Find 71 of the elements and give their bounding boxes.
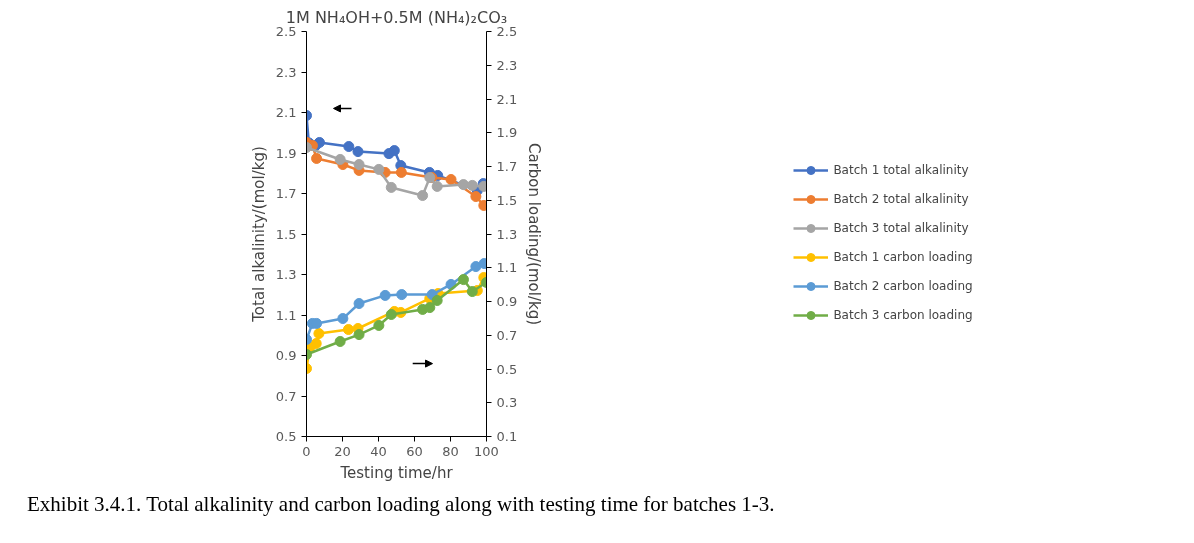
y-tick-label: 0.9 <box>275 348 297 363</box>
point <box>313 328 325 340</box>
y2-tick-label: 1.9 <box>496 125 518 141</box>
legend-label: Batch 2 carbon loading <box>833 279 973 293</box>
y2-tick-label: 1.1 <box>496 260 518 276</box>
y2-axis-title: Carbon loading/(mol/kg) <box>525 142 544 326</box>
y2-tick-label: 1.3 <box>496 226 518 242</box>
point <box>396 289 408 301</box>
y2-tick-label: 1.5 <box>496 192 518 208</box>
legend-label: Batch 3 carbon loading <box>833 308 973 322</box>
legend-label: Batch 2 total alkalinity <box>833 192 969 206</box>
point <box>395 166 407 178</box>
y-tick-label: 2.1 <box>275 105 297 120</box>
x-tick-label: 100 <box>474 443 499 459</box>
y2-tick-label: 0.3 <box>496 395 518 411</box>
legend-label: Batch 3 total alkalinity <box>833 221 969 235</box>
x-tick-label: 20 <box>334 443 351 459</box>
point <box>343 141 355 153</box>
point <box>470 261 482 273</box>
point <box>431 295 443 306</box>
point <box>373 163 385 175</box>
point <box>417 190 429 202</box>
text: Exhibit 3.4.1. Total alkalinity and carbon loading along with testing time for batches 1-3. <box>27 491 775 518</box>
point <box>424 302 436 314</box>
y-tick-label: 2.3 <box>275 64 297 80</box>
point <box>445 174 457 186</box>
point <box>373 319 385 331</box>
point <box>310 338 322 350</box>
y2-tick-label: 0.1 <box>496 429 518 444</box>
x-tick-label: 80 <box>442 443 459 459</box>
point <box>457 179 469 191</box>
point <box>470 191 482 203</box>
point <box>388 145 400 157</box>
point <box>431 180 443 192</box>
y-axis-title: Total alkalinity/(mol/kg) <box>249 146 268 323</box>
point <box>352 146 364 158</box>
legend-label: Batch 1 total alkalinity <box>833 163 969 177</box>
point <box>353 298 365 310</box>
point <box>334 153 346 165</box>
legend-label: Batch 1 carbon loading <box>833 250 973 264</box>
y2-tick-label: 2.3 <box>496 57 518 73</box>
point <box>457 274 469 286</box>
point <box>466 286 478 298</box>
point <box>334 336 346 347</box>
y-tick-label: 1.3 <box>275 267 297 282</box>
y-tick-label: 0.7 <box>275 388 297 404</box>
y2-tick-label: 0.7 <box>496 327 518 343</box>
y2-tick-label: 2.5 <box>496 24 518 39</box>
y2-tick-label: 0.5 <box>496 361 518 377</box>
y2-tick-label: 0.9 <box>496 294 518 309</box>
point <box>311 152 323 164</box>
y-tick-label: 1.9 <box>275 145 297 161</box>
x-axis-title: Testing time/hr <box>339 463 454 482</box>
y-tick-label: 1.5 <box>275 226 297 242</box>
x-tick-label: 60 <box>406 443 423 459</box>
y2-tick-label: 2.1 <box>496 91 518 107</box>
point <box>337 313 349 325</box>
x-tick-label: 40 <box>370 443 387 459</box>
y-tick-label: 1.1 <box>275 307 297 323</box>
y2-tick-label: 1.7 <box>496 159 518 174</box>
x-tick-label: 0 <box>302 443 311 459</box>
point <box>385 181 397 193</box>
point <box>353 329 365 341</box>
chart-title: 1M NH₄OH+0.5M (NH₄)₂CO₃ <box>285 7 508 27</box>
y-tick-label: 1.7 <box>275 186 297 201</box>
point <box>385 309 397 320</box>
y-tick-label: 2.5 <box>275 24 297 39</box>
y-tick-label: 0.5 <box>275 429 297 444</box>
point <box>353 159 365 171</box>
point <box>379 289 391 301</box>
point <box>342 324 354 335</box>
